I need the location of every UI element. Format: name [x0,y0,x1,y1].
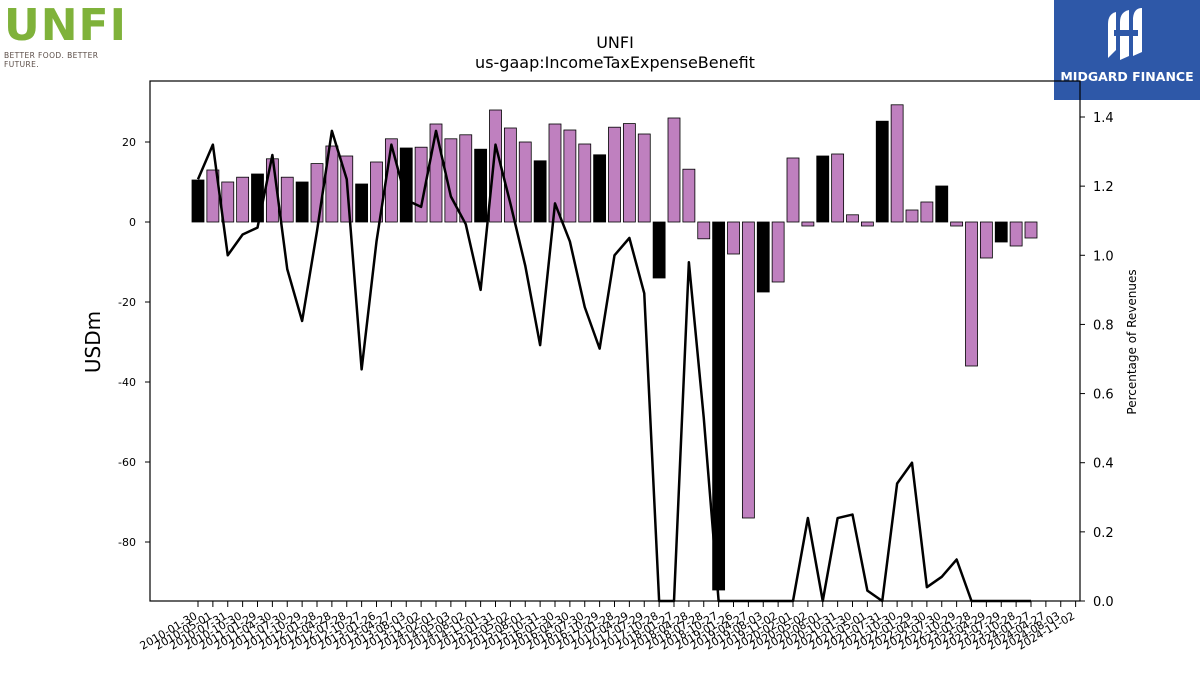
bar [890,104,904,223]
bar [935,185,949,223]
bar [280,176,294,223]
bar [325,145,339,223]
bar [920,201,934,223]
bar [905,209,919,223]
unfi-logo-mark: UNFI [4,4,134,48]
y-tick-label: -80 [118,536,136,549]
bar [459,134,473,223]
bar [429,123,443,223]
midgard-emblem-icon [1108,8,1142,60]
y2-tick-label: 0.0 [1093,595,1114,610]
percentage-line [196,129,1031,603]
midgard-finance-logo: MIDGARD FINANCE [1054,0,1200,100]
bar [236,176,250,223]
line-series [196,129,1031,603]
y-tick-label: -60 [118,456,136,469]
y2-tick-label: 0.4 [1093,457,1114,472]
y2-tick-label: 1.4 [1093,111,1114,126]
y-tick-label: -40 [118,376,136,389]
bar [548,123,562,223]
bar [801,221,815,227]
bar [875,120,889,223]
bar [994,221,1008,243]
chart-subtitle: us-gaap:IncomeTaxExpenseBenefit [475,53,755,72]
y-tick-label: 0 [129,216,136,229]
bar [682,168,696,223]
bar [846,214,859,223]
bar [771,221,785,283]
midgard-logo-text: MIDGARD FINANCE [1060,69,1194,84]
y2-tick-label: 0.2 [1093,526,1114,541]
bar [310,163,324,223]
bar [816,155,830,223]
bar [474,148,488,223]
bar [191,179,205,223]
bar [637,133,651,223]
bar [950,221,964,227]
bar [622,123,636,223]
bar [518,141,532,223]
bar [578,143,592,223]
unfi-logo-tagline: BETTER FOOD. BETTER FUTURE. [4,51,99,69]
y2-axis-label: Percentage of Revenues [1125,269,1139,414]
y2-tick-label: 1.2 [1093,180,1114,195]
bar [563,129,577,223]
bar [786,157,800,223]
bar [355,183,369,223]
bar [608,126,621,223]
bar [727,221,740,255]
bar [860,221,874,227]
unfi-logo-wordmark: UNFI [4,0,127,51]
y2-tick-label: 0.8 [1093,318,1114,333]
bar-series [191,104,1038,591]
y2-tick-label: 0.6 [1093,388,1114,403]
bar [251,173,264,223]
bar [295,181,309,223]
y2-tick-label: 1.0 [1093,249,1114,264]
y2-axis-ticks: 1.4 1.2 1.0 0.8 0.6 0.4 0.2 0.0 [1080,111,1114,610]
bar [979,221,993,259]
bar [1024,221,1038,239]
bar [1009,221,1023,247]
bar [414,146,428,223]
bar [593,154,607,223]
bar [667,117,681,223]
bar [756,221,770,293]
bar [831,153,845,223]
y-tick-label: 20 [122,136,136,149]
bar [965,221,978,367]
y-axis-label: USDm [81,311,105,373]
x-axis-ticks: 2010-01-302010-05-012010-07-312010-10-30… [138,601,1077,653]
bar [533,160,547,223]
bar [697,221,711,240]
bar [652,221,666,279]
chart-title: UNFI [596,33,634,52]
y-tick-label: -20 [118,296,136,309]
bar [741,221,755,519]
unfi-logo: UNFI BETTER FOOD. BETTER FUTURE. [4,4,134,70]
bar [399,147,413,223]
bar [370,161,383,223]
y-axis-ticks: 20 0 -20 -40 -60 -80 [118,136,150,549]
